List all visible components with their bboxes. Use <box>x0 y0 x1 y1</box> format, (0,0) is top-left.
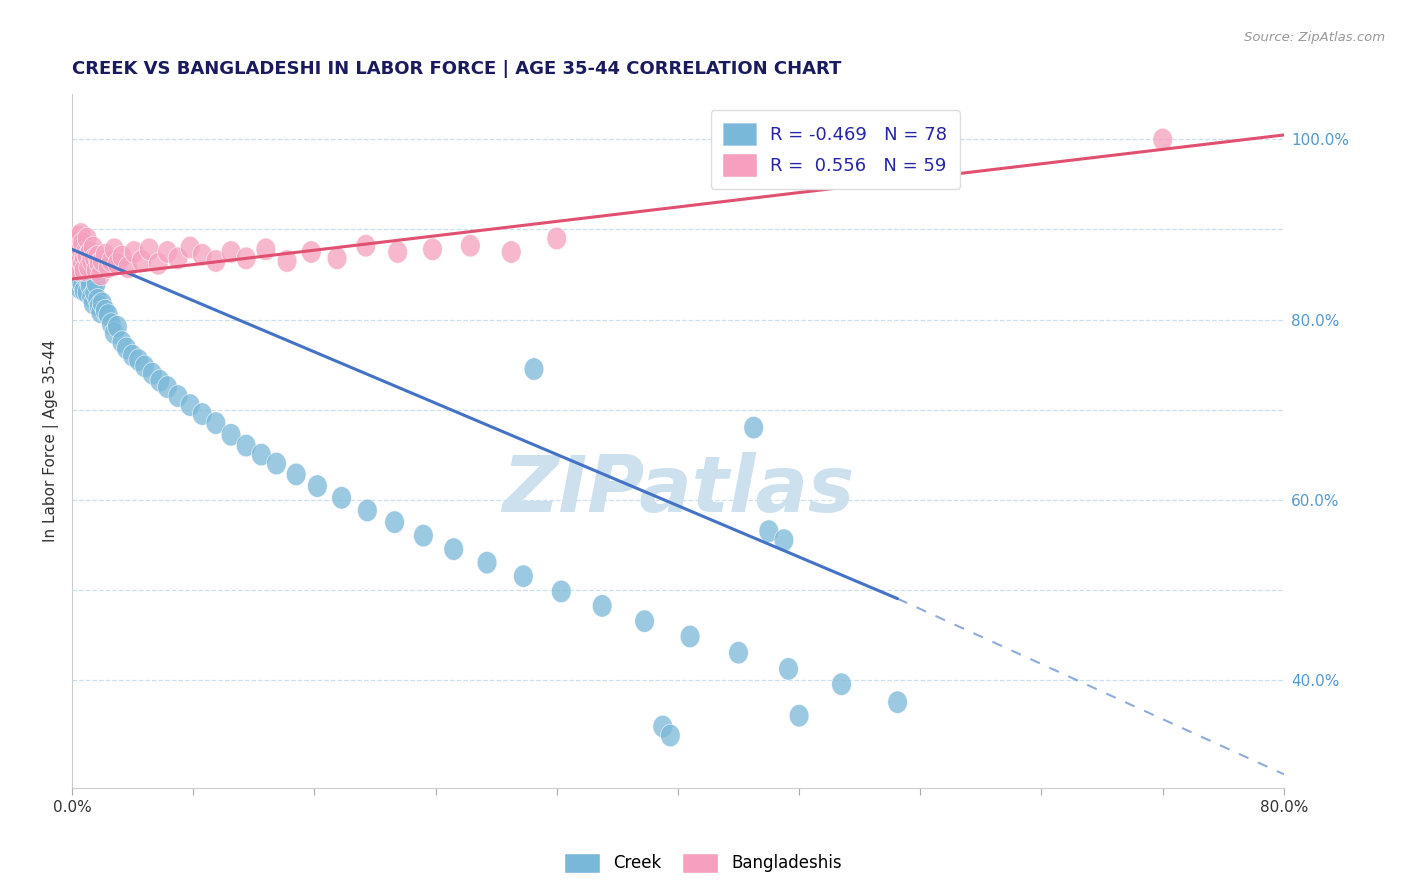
Y-axis label: In Labor Force | Age 35-44: In Labor Force | Age 35-44 <box>44 340 59 542</box>
Legend: R = -0.469   N = 78, R =  0.556   N = 59: R = -0.469 N = 78, R = 0.556 N = 59 <box>710 111 960 189</box>
Text: ZIPatlas: ZIPatlas <box>502 451 853 528</box>
Legend: Creek, Bangladeshis: Creek, Bangladeshis <box>557 847 849 880</box>
Text: CREEK VS BANGLADESHI IN LABOR FORCE | AGE 35-44 CORRELATION CHART: CREEK VS BANGLADESHI IN LABOR FORCE | AG… <box>72 60 841 78</box>
Text: Source: ZipAtlas.com: Source: ZipAtlas.com <box>1244 31 1385 45</box>
